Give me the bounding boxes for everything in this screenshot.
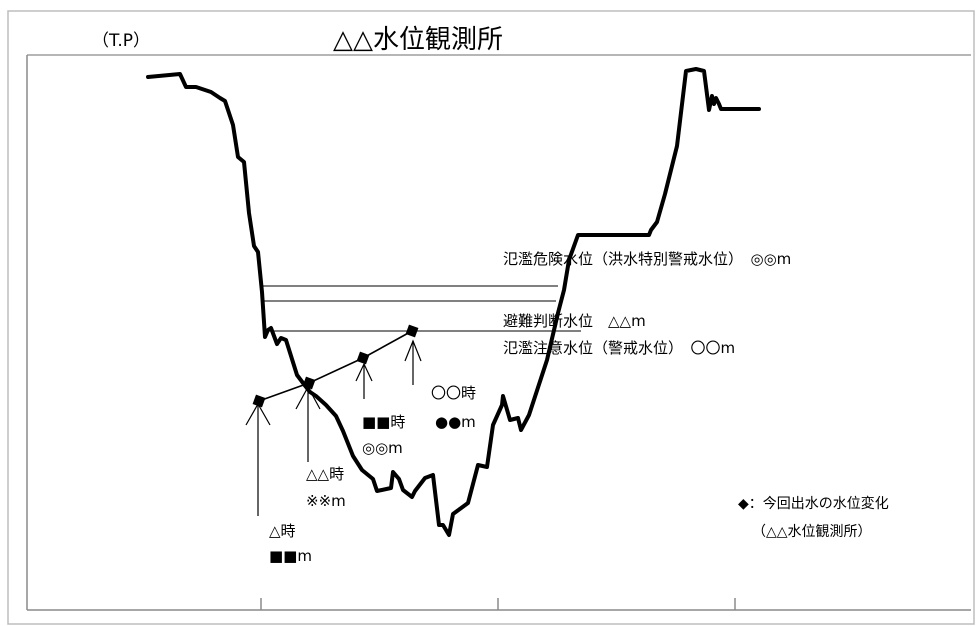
observation-time-1: △時 [269,522,296,540]
observation-marker [252,394,266,408]
legend-station-text: （△△水位観測所） [752,523,872,540]
observation-level-1: ■■m [269,547,312,565]
water-level-change-line [258,330,413,402]
evacuation-level-label: 避難判断水位 △△m [503,312,646,330]
observation-level-2: ※※m [306,492,346,510]
observation-marker [405,324,419,338]
observation-marker [356,351,370,365]
river-bed-profile [146,67,761,537]
unit-label: （T.P） [92,31,150,51]
arrow-up-icon [404,339,422,385]
plot-frame [26,54,971,611]
arrow-up-icon [355,362,373,399]
arrow-up-icon [245,402,271,516]
observation-arrows [245,339,422,516]
arrow-up-icon [295,385,321,462]
legend-marker-text: ◆：今回出水の水位変化 [738,495,889,512]
water-level-lines [262,285,581,332]
observation-time-3: ■■時 [362,413,405,431]
danger-level-label: 氾濫危険水位（洪水特別警戒水位） ◎◎m [503,250,791,268]
observation-time-2: △△時 [306,465,344,483]
page-title: △△水位観測所 [333,25,503,55]
caution-level-label: 氾濫注意水位（警戒水位） 〇〇m [503,339,735,357]
observation-level-3: ◎◎m [362,439,403,457]
observation-time-4: 〇〇時 [431,384,476,402]
observation-markers [252,324,419,408]
outer-frame [7,10,975,625]
observation-level-4: ●●m [435,413,476,431]
observation-marker [302,376,316,390]
